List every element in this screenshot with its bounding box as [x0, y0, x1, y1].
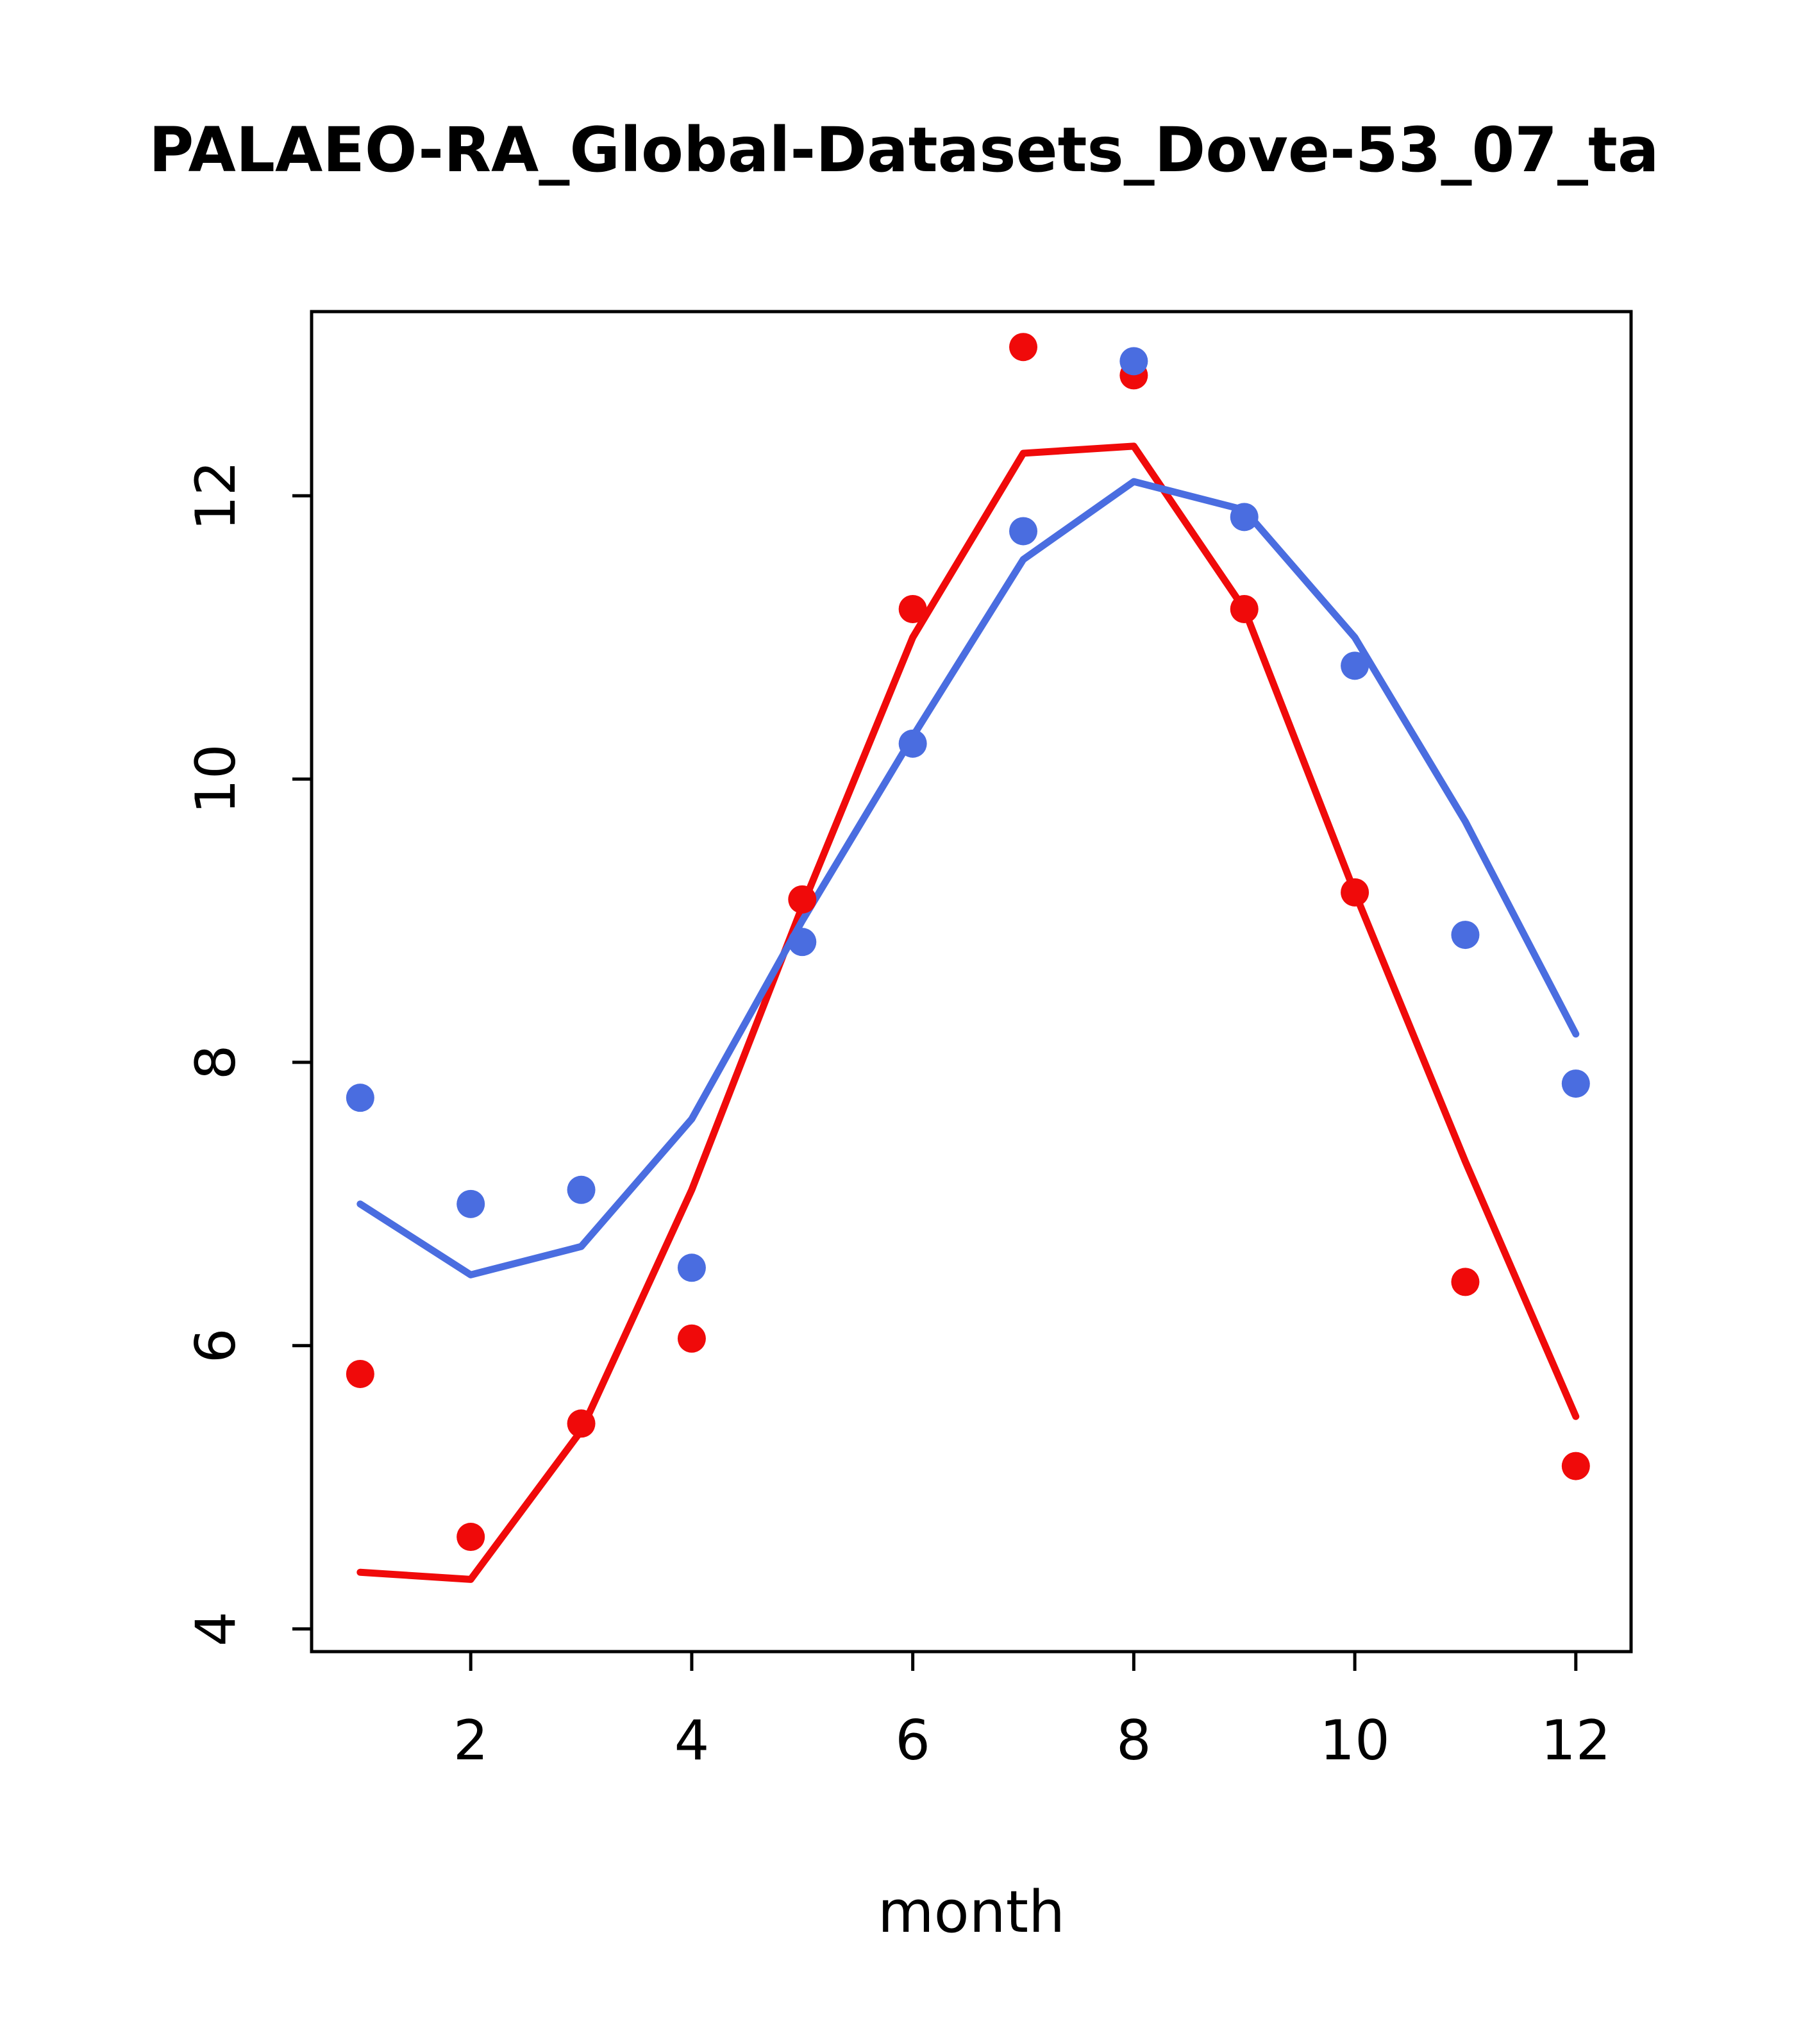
y-tick-label: 4	[184, 1611, 248, 1646]
x-tick-label: 10	[1319, 1709, 1389, 1773]
red-points-marker	[1341, 878, 1369, 907]
x-tick-label: 8	[1116, 1709, 1151, 1773]
blue-points-marker	[456, 1189, 485, 1218]
blue-points-marker	[788, 928, 817, 957]
x-tick-label: 4	[674, 1709, 710, 1773]
blue-points-marker	[677, 1253, 706, 1282]
red-points-marker	[677, 1324, 706, 1353]
blue-points-marker	[1119, 347, 1148, 376]
blue-points-marker	[1341, 651, 1369, 680]
blue-points-marker	[898, 729, 927, 758]
x-tick-label: 12	[1541, 1709, 1611, 1773]
blue-points-marker	[1230, 503, 1259, 532]
red-points-marker	[1451, 1268, 1480, 1296]
y-tick-label: 6	[184, 1328, 248, 1363]
x-axis-label: month	[877, 1879, 1066, 1946]
red-points-marker	[456, 1523, 485, 1552]
blue-points-marker	[1561, 1069, 1590, 1098]
red-points-marker	[567, 1409, 596, 1438]
red-line	[356, 442, 1580, 1583]
y-tick-label: 12	[184, 460, 248, 530]
plot-box	[310, 310, 1633, 1654]
blue-points-marker	[1451, 921, 1480, 950]
y-tick-label: 10	[184, 744, 248, 814]
blue-line	[356, 478, 1580, 1278]
x-tick-label: 2	[453, 1709, 489, 1773]
red-points-marker	[1230, 594, 1259, 623]
x-tick-label: 6	[895, 1709, 930, 1773]
blue-points-marker	[1009, 517, 1038, 546]
blue-points-marker	[346, 1084, 374, 1112]
y-tick-label: 8	[184, 1045, 248, 1080]
red-points-marker	[346, 1359, 374, 1388]
chart-title: PALAEO-RA_Global-Datasets_Dove-53_07_ta	[149, 114, 1659, 186]
red-points-marker	[898, 594, 927, 623]
blue-points-marker	[567, 1175, 596, 1204]
red-points-marker	[788, 885, 817, 914]
red-points-marker	[1009, 333, 1038, 362]
red-points-marker	[1561, 1452, 1590, 1480]
